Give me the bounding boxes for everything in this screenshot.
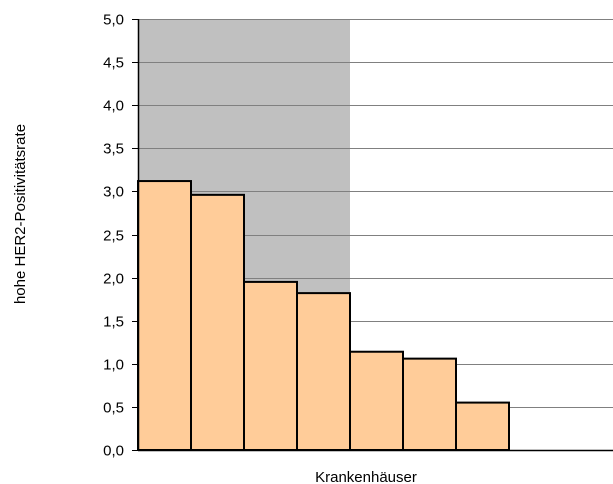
y-tick-label: 3,5 xyxy=(103,141,124,158)
bars-layer xyxy=(137,180,510,451)
bar xyxy=(402,357,457,451)
bar xyxy=(455,401,510,451)
y-axis-title: hohe HER2-Positivitätsrate xyxy=(12,124,29,304)
y-tick-label: 4,0 xyxy=(103,98,124,115)
bar xyxy=(190,193,245,451)
bar xyxy=(137,180,192,451)
y-tick-label: 1,5 xyxy=(103,314,124,331)
x-axis-title: Krankenhäuser xyxy=(315,469,417,484)
y-tick-labels-layer: 0,0 0,5 1,0 1,5 2,0 2,5 3,0 3,5 4,0 4,5 5,0 xyxy=(103,12,124,460)
axes-layer xyxy=(132,19,613,452)
y-tick-label: 0,0 xyxy=(103,443,124,460)
y-tick-label: 0,5 xyxy=(103,400,124,417)
bar xyxy=(243,280,298,451)
y-tick-label: 3,0 xyxy=(103,184,124,201)
y-tick-label: 1,0 xyxy=(103,357,124,374)
bar xyxy=(296,292,351,451)
y-tick-label: 2,0 xyxy=(103,271,124,288)
y-tick-label: 2,5 xyxy=(103,228,124,245)
y-tick-label: 5,0 xyxy=(103,12,124,29)
y-tick-label: 4,5 xyxy=(103,55,124,72)
bar xyxy=(349,350,404,451)
